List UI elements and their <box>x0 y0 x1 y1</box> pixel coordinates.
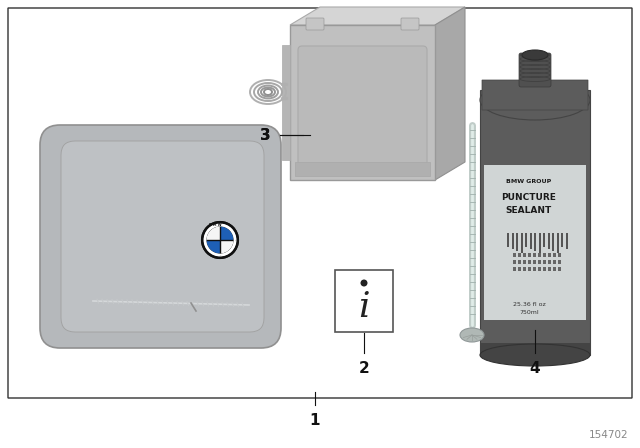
Bar <box>558 267 561 271</box>
FancyBboxPatch shape <box>484 165 586 320</box>
FancyBboxPatch shape <box>401 18 419 30</box>
FancyBboxPatch shape <box>335 270 393 332</box>
Text: 1: 1 <box>310 413 320 427</box>
Bar <box>548 267 551 271</box>
Bar <box>533 267 536 271</box>
Text: 750ml: 750ml <box>519 310 539 314</box>
FancyBboxPatch shape <box>306 18 324 30</box>
Bar <box>553 260 556 264</box>
Bar <box>561 233 563 247</box>
Text: i: i <box>358 290 370 324</box>
Circle shape <box>202 222 238 258</box>
Bar <box>553 253 556 257</box>
FancyBboxPatch shape <box>482 80 588 110</box>
Text: 3: 3 <box>260 128 270 142</box>
Text: PUNCTURE: PUNCTURE <box>502 193 556 202</box>
Bar <box>516 233 518 251</box>
Polygon shape <box>435 7 465 180</box>
Bar <box>552 233 554 251</box>
Bar <box>528 253 531 257</box>
Bar <box>480 343 590 355</box>
Bar <box>523 253 526 257</box>
Text: 3: 3 <box>260 128 270 142</box>
Bar <box>543 260 546 264</box>
Bar <box>543 267 546 271</box>
Bar <box>513 253 516 257</box>
Text: 4: 4 <box>530 361 540 375</box>
Bar <box>513 260 516 264</box>
Bar <box>518 267 521 271</box>
Ellipse shape <box>460 328 484 342</box>
Bar <box>543 233 545 247</box>
Bar <box>523 267 526 271</box>
Ellipse shape <box>480 344 590 366</box>
Bar <box>538 233 541 253</box>
Bar <box>513 267 516 271</box>
Bar <box>534 233 536 251</box>
Bar <box>528 260 531 264</box>
Bar <box>525 233 527 247</box>
Bar <box>558 260 561 264</box>
Bar <box>533 260 536 264</box>
Bar <box>548 253 551 257</box>
Bar <box>518 253 521 257</box>
Text: 154702: 154702 <box>588 430 628 440</box>
Ellipse shape <box>480 80 590 120</box>
Wedge shape <box>207 227 220 240</box>
Bar <box>533 253 536 257</box>
Bar <box>553 267 556 271</box>
Bar <box>558 253 561 257</box>
FancyBboxPatch shape <box>290 25 435 180</box>
Circle shape <box>206 226 234 254</box>
Text: 25.36 fl oz: 25.36 fl oz <box>513 302 545 306</box>
Text: BMW GROUP: BMW GROUP <box>506 178 552 184</box>
Bar <box>518 260 521 264</box>
Bar <box>507 233 509 247</box>
Bar <box>528 267 531 271</box>
FancyBboxPatch shape <box>480 90 590 355</box>
Bar <box>523 260 526 264</box>
Wedge shape <box>220 227 234 240</box>
FancyBboxPatch shape <box>298 46 427 169</box>
Bar <box>538 253 541 257</box>
FancyBboxPatch shape <box>40 125 281 348</box>
Wedge shape <box>207 240 220 254</box>
Polygon shape <box>290 7 465 25</box>
Text: B M W: B M W <box>209 223 221 227</box>
Circle shape <box>360 280 367 287</box>
Bar <box>547 233 550 249</box>
Bar <box>548 260 551 264</box>
FancyBboxPatch shape <box>282 45 290 160</box>
FancyBboxPatch shape <box>519 53 551 87</box>
Bar <box>543 253 546 257</box>
Bar <box>566 233 568 249</box>
Bar <box>529 233 532 249</box>
Ellipse shape <box>522 50 548 60</box>
FancyBboxPatch shape <box>295 162 430 176</box>
Bar <box>557 233 559 253</box>
Bar <box>538 267 541 271</box>
Bar <box>520 233 523 253</box>
Bar <box>538 260 541 264</box>
Text: SEALANT: SEALANT <box>506 206 552 215</box>
Circle shape <box>204 224 237 257</box>
Bar <box>511 233 514 249</box>
FancyBboxPatch shape <box>61 141 264 332</box>
Text: 2: 2 <box>358 361 369 375</box>
Wedge shape <box>220 240 234 254</box>
